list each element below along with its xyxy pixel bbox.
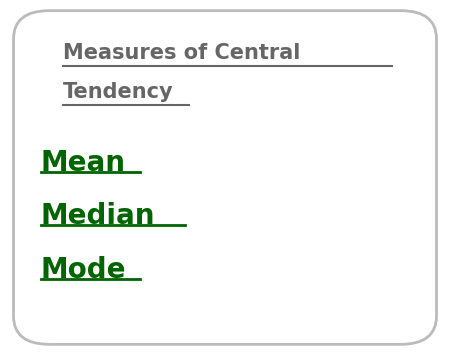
Text: Tendency: Tendency: [63, 82, 174, 102]
Text: Mean: Mean: [40, 149, 126, 177]
Text: Mode: Mode: [40, 256, 126, 284]
Text: Median: Median: [40, 202, 155, 230]
FancyBboxPatch shape: [14, 11, 436, 344]
Text: Measures of Central: Measures of Central: [63, 43, 301, 62]
